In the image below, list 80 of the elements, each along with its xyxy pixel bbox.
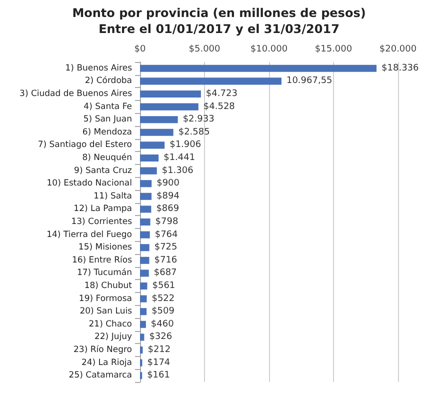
data-label: $900: [156, 178, 180, 189]
chart-title: Monto por provincia (en millones de pesos): [72, 6, 366, 20]
y-tick-label: 3) Ciudad de Buenos Aires: [20, 89, 133, 99]
bar: [140, 90, 201, 98]
y-tick-label: 9) Santa Cruz: [74, 166, 133, 176]
bar: [140, 256, 150, 264]
data-label: $161: [147, 370, 170, 381]
x-tick-label: $15.000: [314, 44, 352, 54]
y-tick-label: 24) La Rioja: [81, 358, 132, 368]
y-tick-label: 15) Misiones: [78, 242, 133, 253]
y-tick-label: 11) Salta: [94, 191, 132, 202]
x-tick-label: $5.000: [188, 44, 221, 54]
data-label: $522: [152, 294, 175, 304]
bar: [140, 167, 157, 174]
bar: [140, 78, 282, 85]
data-label: $509: [152, 306, 175, 317]
data-label: $1.906: [170, 140, 202, 150]
y-tick-label: 5) San Juan: [83, 114, 132, 125]
y-tick-label: 18) Chubut: [84, 281, 133, 291]
x-tick-label: $10.000: [250, 44, 288, 54]
y-tick-label: 22) Jujuy: [94, 332, 132, 342]
y-tick-label: 12) La Pampa: [74, 204, 132, 214]
data-label: $869: [156, 204, 180, 214]
data-label: $725: [154, 242, 178, 253]
data-label: $326: [149, 332, 172, 342]
bar: [140, 218, 150, 226]
y-tick-label: 19) Formosa: [78, 294, 132, 304]
bar: [140, 295, 147, 302]
data-label: $687: [154, 268, 177, 278]
data-label: $2.585: [178, 127, 210, 138]
bar: [140, 282, 148, 290]
data-label: 10.967,55: [286, 76, 332, 86]
y-tick-label: 4) Santa Fe: [84, 102, 132, 112]
y-tick-label: 10) Estado Nacional: [46, 178, 132, 189]
y-tick-label: 16) Entre Ríos: [72, 255, 133, 266]
y-tick-label: 2) Córdoba: [84, 76, 132, 86]
bar: [140, 128, 174, 136]
x-tick-label: $20.000: [379, 44, 417, 54]
data-label: $212: [148, 345, 171, 355]
bar: [140, 346, 143, 354]
data-label: $2.933: [182, 114, 214, 125]
data-label: $4.528: [203, 102, 236, 112]
bar: [140, 64, 377, 72]
data-label: $18.336: [382, 63, 420, 74]
y-tick-label: 1) Buenos Aires: [65, 63, 133, 74]
data-label: $561: [152, 281, 176, 291]
bar: [140, 308, 147, 316]
y-tick-label: 14) Tierra del Fuego: [46, 230, 132, 240]
bar: [140, 244, 150, 252]
y-tick-label: 7) Santiago del Estero: [38, 140, 132, 150]
data-label: $174: [147, 358, 170, 368]
bar: [140, 320, 146, 328]
bar: [140, 154, 159, 162]
bar: [140, 103, 198, 110]
data-label: $1.306: [162, 166, 194, 176]
y-tick-label: 17) Tucumán: [76, 268, 132, 278]
y-tick-label: 21) Chaco: [88, 319, 132, 330]
y-tick-label: 13) Corrientes: [71, 217, 133, 227]
data-label: $4.723: [206, 89, 238, 99]
data-label: $798: [155, 217, 178, 227]
bar: [140, 334, 144, 341]
y-tick-label: 25) Catamarca: [68, 370, 132, 381]
chart-subtitle: Entre el 01/01/2017 y el 31/03/2017: [98, 22, 340, 36]
data-label: $460: [150, 319, 174, 330]
y-tick-label: 6) Mendoza: [82, 127, 132, 138]
data-label: $764: [154, 230, 178, 240]
bar: [140, 206, 152, 213]
data-label: $716: [154, 255, 178, 266]
bar: [140, 231, 150, 238]
data-label: $1.441: [164, 153, 196, 163]
data-label: $894: [156, 191, 180, 202]
y-tick-label: 20) San Luis: [80, 306, 133, 317]
bar: [140, 116, 178, 124]
bar: [140, 192, 152, 200]
y-tick-label: 23) Río Negro: [74, 345, 132, 355]
y-tick-label: 8) Neuquén: [82, 153, 132, 163]
bar: [140, 270, 149, 277]
x-tick-label: $0: [134, 44, 146, 54]
bar: [140, 180, 152, 188]
bar: [140, 142, 165, 149]
